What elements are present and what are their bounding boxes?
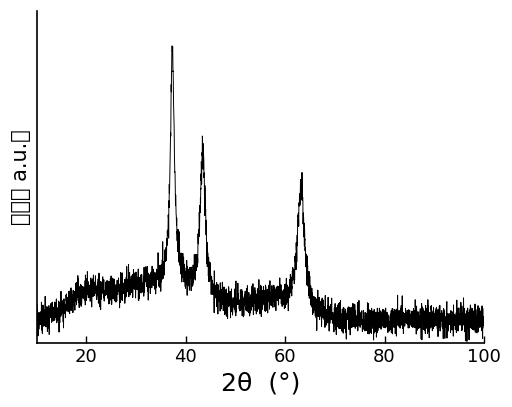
Y-axis label: 强度（ a.u.）: 强度（ a.u.） (11, 129, 31, 225)
X-axis label: 2θ  (°): 2θ (°) (221, 372, 300, 396)
